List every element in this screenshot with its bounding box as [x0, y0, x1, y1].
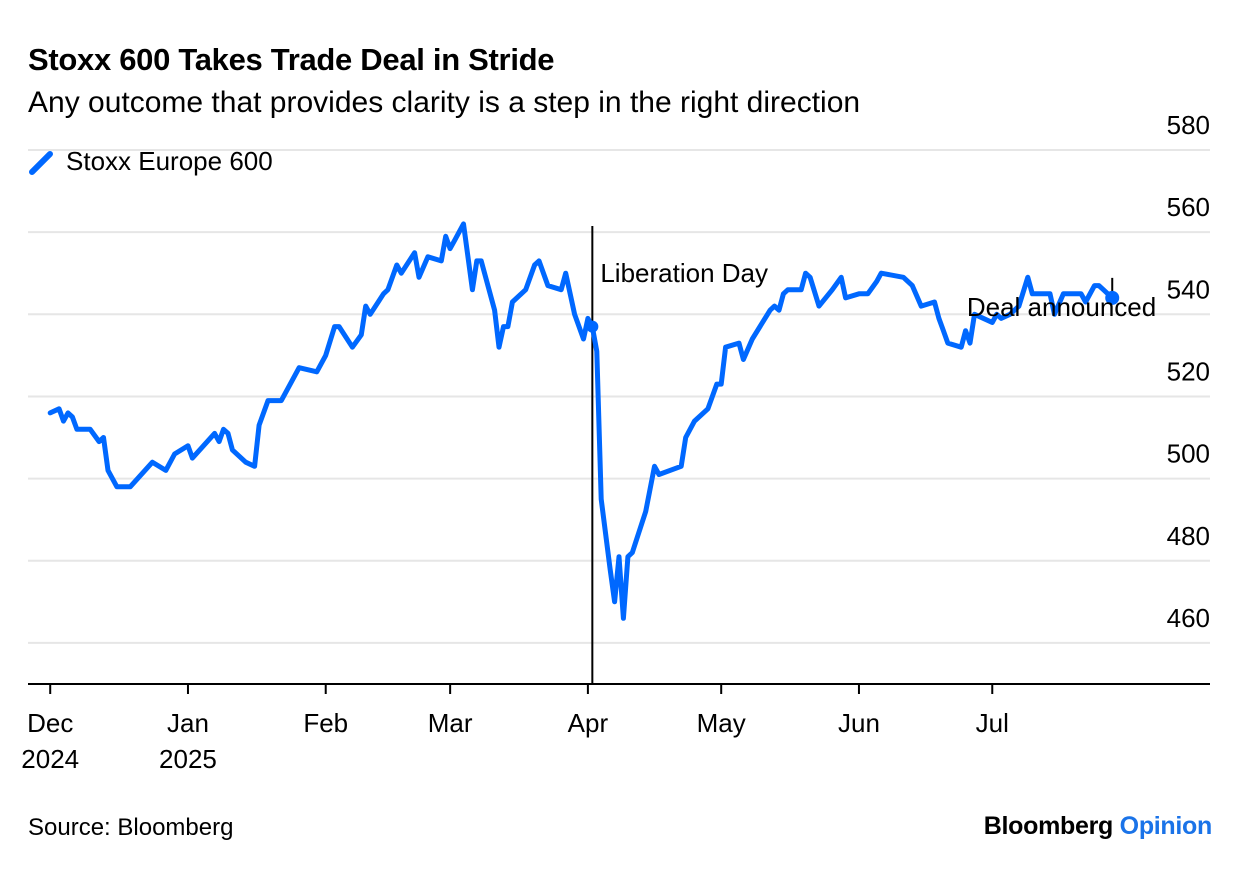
y-tick-label: 520 [1167, 356, 1210, 386]
source-note: Source: Bloomberg [28, 814, 234, 841]
y-tick-label: 500 [1167, 439, 1210, 469]
x-tick-label: 2024 [21, 744, 79, 774]
brand-logo: Bloomberg Opinion [983, 812, 1213, 841]
x-tick-label: Apr [568, 708, 609, 738]
liberation-day-label: Liberation Day [600, 258, 768, 288]
brand-accent: Opinion [1119, 812, 1213, 840]
x-tick-label: Jun [838, 708, 880, 738]
x-tick-label: 2025 [159, 744, 217, 774]
y-tick-label: 540 [1167, 274, 1210, 304]
deal-announced-marker [1105, 290, 1120, 305]
x-tick-label: Feb [303, 708, 348, 738]
series-line-stoxx-europe-600 [47, 221, 1115, 621]
chart-subtitle: Any outcome that provides clarity is a s… [28, 86, 861, 119]
x-tick-label: Jan [167, 708, 209, 738]
x-tick-label: Mar [428, 708, 473, 738]
liberation-day-marker [586, 320, 599, 333]
brand-main: Bloomberg [983, 812, 1114, 840]
y-tick-label: 460 [1167, 603, 1210, 633]
y-tick-label: 580 [1167, 110, 1210, 140]
deal-announced-label: Deal announced [967, 292, 1156, 322]
x-tick-label: Dec [27, 708, 73, 738]
x-tick-label: Jul [976, 708, 1009, 738]
y-tick-label: 480 [1167, 521, 1210, 551]
y-tick-label: 560 [1167, 192, 1210, 222]
chart-title: Stoxx 600 Takes Trade Deal in Stride [28, 42, 555, 77]
legend-swatch-icon [28, 148, 56, 176]
x-tick-label: May [697, 708, 746, 738]
